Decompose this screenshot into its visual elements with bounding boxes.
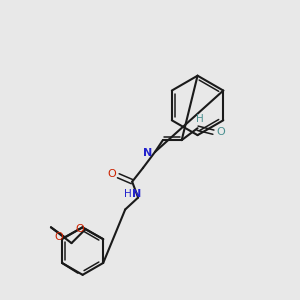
Text: H: H [196,114,203,124]
Text: O: O [55,232,63,242]
Text: O: O [107,169,116,179]
Text: N: N [143,148,153,158]
Text: O: O [75,224,84,234]
Text: N: N [131,189,141,199]
Text: H: H [124,189,132,199]
Text: O: O [216,127,225,137]
